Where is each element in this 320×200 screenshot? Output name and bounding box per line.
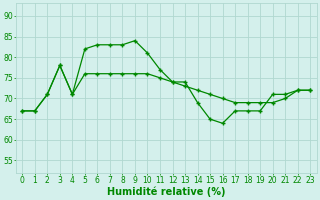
- X-axis label: Humidité relative (%): Humidité relative (%): [107, 186, 226, 197]
